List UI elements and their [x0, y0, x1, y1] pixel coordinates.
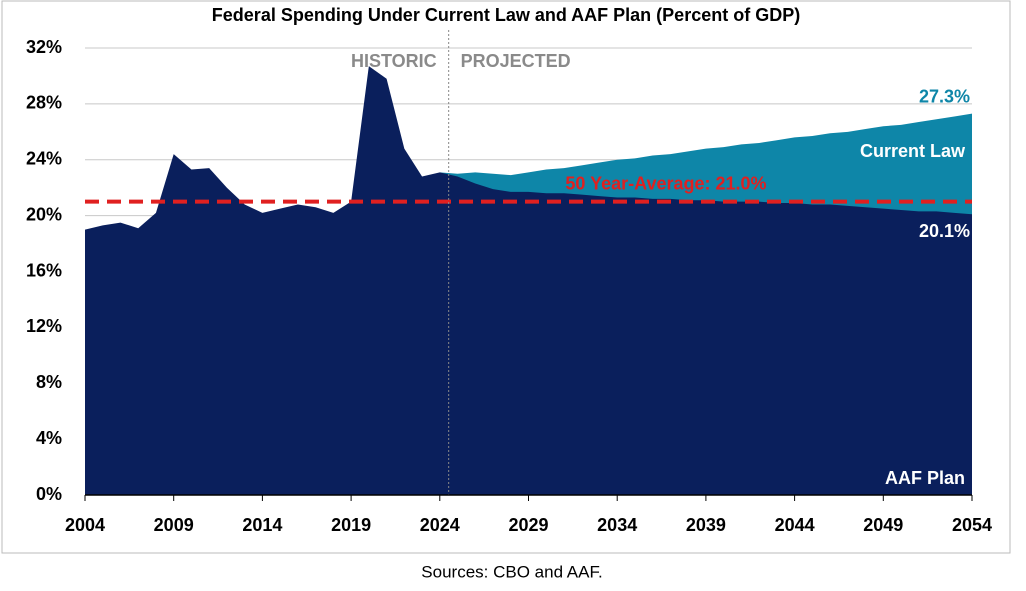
- x-tick-label: 2029: [508, 515, 548, 535]
- y-tick-label: 4%: [36, 428, 62, 448]
- y-tick-label: 28%: [26, 93, 62, 113]
- series-label: Current Law: [860, 141, 966, 161]
- y-tick-label: 0%: [36, 484, 62, 504]
- y-tick-label: 20%: [26, 204, 62, 224]
- y-tick-label: 12%: [26, 316, 62, 336]
- x-tick-label: 2014: [242, 515, 282, 535]
- value-label: 27.3%: [919, 86, 970, 106]
- y-tick-label: 24%: [26, 149, 62, 169]
- chart-title: Federal Spending Under Current Law and A…: [212, 5, 800, 25]
- x-tick-label: 2049: [863, 515, 903, 535]
- y-tick-label: 32%: [26, 37, 62, 57]
- x-tick-label: 2024: [420, 515, 460, 535]
- x-tick-label: 2009: [154, 515, 194, 535]
- value-label: 20.1%: [919, 221, 970, 241]
- chart-border: [1, 0, 1011, 554]
- x-tick-label: 2019: [331, 515, 371, 535]
- x-tick-label: 2004: [65, 515, 105, 535]
- divider-left-label: HISTORIC: [351, 51, 437, 71]
- average-label: 50 Year-Average: 21.0%: [565, 173, 766, 193]
- x-tick-label: 2034: [597, 515, 637, 535]
- source-note: Sources: CBO and AAF.: [421, 562, 602, 581]
- series-label: AAF Plan: [885, 468, 965, 488]
- area: [85, 66, 972, 496]
- x-tick-label: 2044: [775, 515, 815, 535]
- x-tick-label: 2054: [952, 515, 992, 535]
- x-tick-label: 2039: [686, 515, 726, 535]
- y-tick-label: 8%: [36, 372, 62, 392]
- y-tick-label: 16%: [26, 260, 62, 280]
- divider-right-label: PROJECTED: [461, 51, 571, 71]
